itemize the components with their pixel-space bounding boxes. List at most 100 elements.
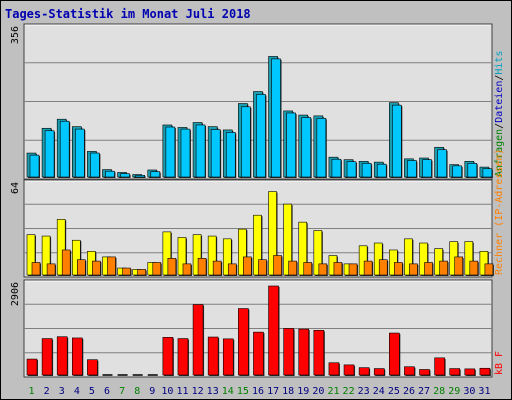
bar-top-b-day-21: [331, 158, 342, 178]
bar-top-b-day-16: [256, 94, 266, 178]
day-label-31: 31: [478, 386, 490, 397]
bar-middle-b-day-2: [46, 263, 56, 276]
bar-top-b-day-10: [165, 126, 176, 178]
bar-middle-b-day-29: [454, 256, 464, 276]
right-series-label-top: Anfragen/Dateien/Hits: [494, 51, 505, 177]
bar-top-b-day-28: [437, 149, 447, 178]
bar-middle-a-day-1: [26, 234, 36, 276]
bar-top-b-day-15: [241, 106, 251, 178]
bar-middle-a-day-17: [268, 191, 277, 276]
day-label-11: 11: [176, 386, 188, 397]
bar-kbf-day-26: [404, 366, 415, 376]
bar-kbf-day-2: [41, 338, 53, 376]
bar-middle-b-day-18: [288, 260, 297, 276]
day-label-20: 20: [312, 386, 324, 397]
bar-top-b-day-31: [482, 168, 493, 178]
bar-kbf-day-17: [268, 285, 279, 376]
day-label-23: 23: [358, 386, 370, 397]
bar-top-b-day-8: [135, 175, 145, 178]
bar-kbf-day-14: [222, 338, 234, 376]
day-label-19: 19: [297, 386, 309, 397]
bar-top-b-day-6: [105, 170, 115, 178]
bar-middle-a-day-3: [56, 219, 66, 276]
bar-kbf-day-21: [328, 362, 340, 376]
day-label-6: 6: [104, 386, 110, 397]
day-label-17: 17: [267, 386, 279, 397]
bar-middle-a-day-20: [313, 230, 323, 276]
bar-top-b-day-26: [407, 160, 417, 178]
bar-kbf-day-20: [313, 329, 325, 376]
bar-middle-b-day-10: [167, 258, 177, 276]
bar-kbf-day-29: [449, 368, 461, 376]
bar-top-b-day-29: [452, 165, 463, 178]
y-axis-max-label: 64: [10, 182, 21, 194]
bar-kbf-day-28: [434, 357, 445, 376]
bar-middle-b-day-15: [243, 256, 252, 276]
bar-middle-a-day-4: [71, 239, 81, 276]
bar-middle-a-day-15: [238, 228, 247, 276]
series-label-part: (IP-Adressen): [494, 149, 505, 233]
day-label-25: 25: [388, 386, 400, 397]
day-label-2: 2: [44, 386, 50, 397]
bar-top-b-day-3: [59, 120, 70, 178]
bar-middle-a-day-10: [162, 231, 172, 276]
bar-top-b-day-23: [361, 163, 372, 178]
right-series-label-middle: Rechner (IP-Adressen): [494, 149, 505, 275]
bar-kbf-day-18: [283, 328, 294, 376]
bar-middle-b-day-11: [182, 263, 192, 276]
bar-kbf-day-23: [358, 367, 370, 376]
bar-kbf-day-11: [177, 338, 189, 376]
bar-middle-b-day-25: [394, 262, 403, 276]
bar-kbf-day-31: [479, 367, 491, 376]
bar-middle-b-day-20: [318, 263, 328, 276]
bar-middle-b-day-26: [409, 263, 418, 276]
day-label-28: 28: [433, 386, 445, 397]
y-axis-max-label: 356: [10, 26, 21, 44]
day-label-26: 26: [403, 386, 415, 397]
bar-middle-b-day-17: [273, 255, 282, 276]
bar-middle-b-day-22: [348, 263, 358, 276]
bar-kbf-day-22: [343, 364, 355, 376]
day-label-21: 21: [327, 386, 339, 397]
bar-middle-b-day-4: [76, 259, 86, 276]
series-label-part: Rechner: [494, 233, 505, 275]
bar-middle-b-day-19: [303, 262, 313, 276]
bar-middle-b-day-12: [197, 258, 207, 276]
day-label-15: 15: [237, 386, 249, 397]
bar-middle-a-day-27: [419, 242, 428, 276]
bar-kbf-day-19: [298, 328, 310, 376]
bar-middle-a-day-18: [283, 203, 292, 276]
bar-kbf-day-3: [56, 336, 68, 376]
bar-middle-b-day-31: [484, 263, 494, 276]
bar-top-b-day-22: [346, 161, 357, 178]
day-label-5: 5: [89, 386, 95, 397]
day-label-14: 14: [222, 386, 234, 397]
day-label-12: 12: [192, 386, 204, 397]
day-label-3: 3: [59, 386, 65, 397]
bar-middle-b-day-8: [137, 269, 146, 276]
bar-middle-a-day-13: [207, 235, 217, 276]
bar-middle-b-day-16: [258, 259, 267, 276]
bar-kbf-day-10: [162, 337, 174, 376]
bar-kbf-day-4: [71, 337, 83, 376]
day-label-22: 22: [343, 386, 355, 397]
bar-kbf-day-1: [26, 358, 38, 376]
series-label-part: kB F: [494, 351, 505, 375]
right-series-label-bottom: kB F: [494, 351, 505, 375]
bar-kbf-day-24: [373, 368, 385, 376]
series-label-part: /: [494, 123, 505, 129]
bar-top-b-day-14: [225, 132, 236, 178]
day-label-4: 4: [74, 386, 80, 397]
day-label-7: 7: [119, 386, 125, 397]
bar-middle-b-day-6: [107, 256, 116, 276]
bar-middle-b-day-3: [61, 249, 71, 276]
bar-middle-a-day-24: [373, 242, 383, 276]
bar-top-b-day-27: [422, 159, 432, 178]
bar-top-b-day-9: [150, 171, 161, 178]
bar-middle-a-day-14: [222, 238, 232, 276]
bar-kbf-day-13: [207, 336, 219, 376]
bar-middle-b-day-1: [31, 262, 41, 276]
bar-kbf-day-16: [253, 331, 264, 376]
bar-top-b-day-24: [376, 163, 387, 178]
day-label-24: 24: [373, 386, 385, 397]
